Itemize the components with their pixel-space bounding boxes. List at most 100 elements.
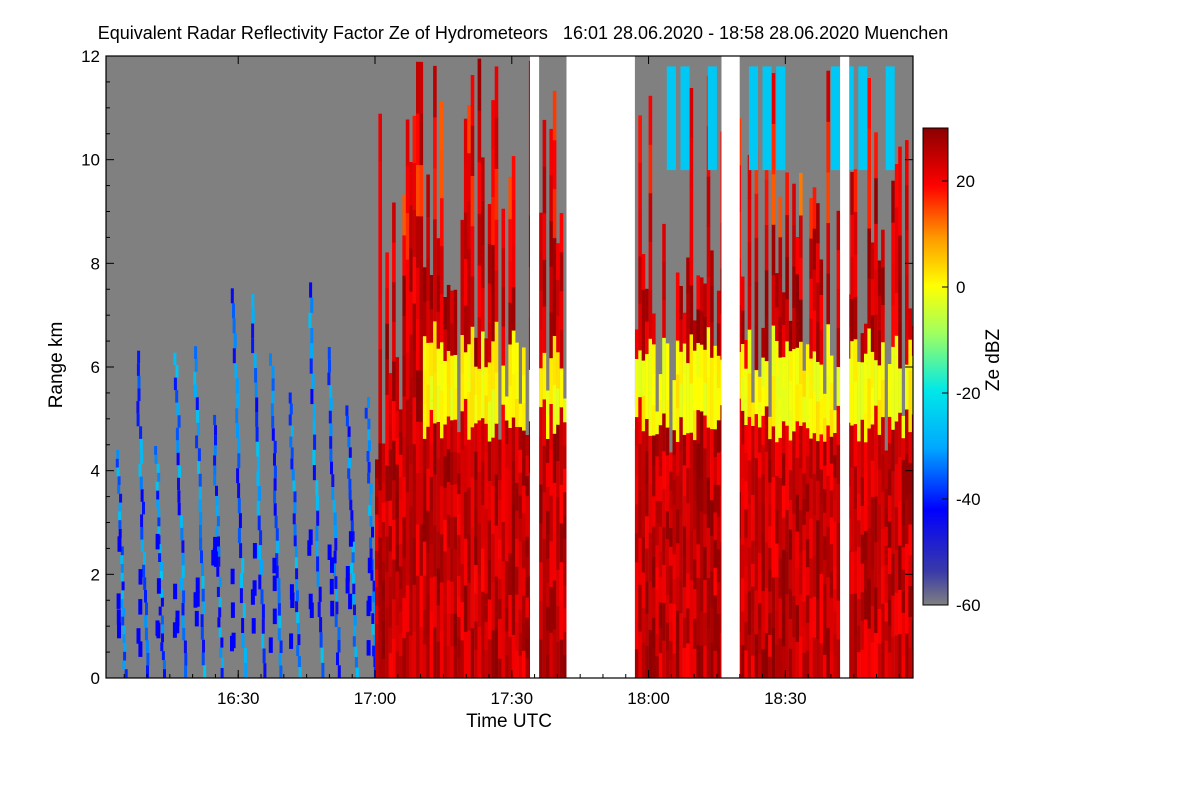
rain-echo-cell bbox=[809, 478, 813, 519]
rain-echo-cell bbox=[474, 592, 478, 622]
rain-echo-cell bbox=[648, 435, 653, 485]
weak-echo-cell bbox=[261, 604, 265, 619]
rain-echo-cell bbox=[457, 493, 461, 515]
rain-echo-cell bbox=[460, 449, 465, 488]
rain-echo-cell bbox=[484, 479, 488, 509]
rain-echo-cell bbox=[905, 498, 909, 544]
weak-echo-cell bbox=[118, 502, 122, 512]
rain-echo-cell bbox=[648, 629, 653, 678]
rain-echo-cell bbox=[556, 496, 560, 534]
rain-echo-cell bbox=[850, 425, 854, 468]
rain-echo-cell bbox=[768, 634, 772, 657]
rain-echo-cell bbox=[652, 465, 656, 497]
rain-echo-cell bbox=[402, 476, 406, 518]
rain-echo-cell bbox=[518, 518, 523, 542]
rain-echo-cell bbox=[457, 616, 461, 638]
weak-echo-cell bbox=[120, 546, 124, 556]
rain-echo-cell bbox=[857, 625, 861, 653]
rain-echo-cell bbox=[894, 249, 899, 293]
weak-echo-cell bbox=[269, 353, 272, 366]
rain-echo-cell bbox=[645, 515, 649, 549]
weak-echo-cell bbox=[138, 569, 143, 585]
rain-echo-cell bbox=[812, 473, 817, 515]
rain-echo-cell bbox=[829, 490, 834, 518]
rain-echo-cell bbox=[751, 448, 755, 472]
rain-echo-cell bbox=[498, 638, 502, 659]
rain-echo-cell bbox=[713, 539, 718, 568]
weak-echo-cell bbox=[115, 458, 119, 468]
rain-echo-cell bbox=[747, 503, 752, 548]
rain-echo-cell bbox=[710, 642, 714, 678]
rain-echo-cell bbox=[812, 555, 817, 597]
rain-echo-cell bbox=[781, 613, 786, 647]
weak-echo-cell bbox=[199, 512, 203, 525]
rain-echo-cell bbox=[426, 594, 430, 637]
rain-echo-cell bbox=[788, 380, 793, 411]
rain-echo-cell bbox=[378, 536, 382, 585]
rain-echo-cell bbox=[713, 456, 718, 485]
rain-echo-cell bbox=[761, 327, 765, 358]
weak-echo-cell bbox=[315, 525, 319, 541]
weak-echo-cell bbox=[353, 604, 356, 616]
rain-echo-cell bbox=[484, 564, 488, 594]
rain-echo-cell bbox=[867, 428, 871, 479]
rain-echo-cell bbox=[525, 495, 530, 517]
weak-echo-cell bbox=[140, 514, 144, 527]
rain-echo-cell bbox=[426, 384, 430, 427]
rain-echo-cell bbox=[812, 432, 817, 475]
rain-echo-cell bbox=[655, 478, 659, 501]
rain-echo-cell bbox=[395, 597, 400, 625]
rain-echo-cell bbox=[781, 517, 786, 550]
weak-echo-cell bbox=[273, 453, 276, 466]
rain-echo-cell bbox=[792, 595, 796, 638]
rain-echo-cell bbox=[908, 339, 912, 371]
rain-echo-cell bbox=[747, 460, 752, 505]
rain-echo-cell bbox=[494, 423, 499, 475]
rain-echo-cell bbox=[426, 174, 430, 217]
rain-echo-cell bbox=[634, 532, 639, 563]
rain-echo-cell bbox=[429, 543, 434, 578]
rain-echo-cell bbox=[552, 90, 557, 141]
rain-echo-cell bbox=[751, 632, 755, 656]
rain-echo-cell bbox=[463, 538, 468, 586]
rain-echo-cell bbox=[405, 398, 410, 446]
weak-echo-cell bbox=[215, 495, 219, 506]
rain-echo-cell bbox=[378, 113, 382, 162]
rain-echo-cell bbox=[669, 471, 673, 491]
rain-echo-cell bbox=[703, 612, 707, 646]
rain-echo-cell bbox=[549, 586, 553, 633]
rain-echo-cell bbox=[422, 404, 427, 439]
rain-echo-cell bbox=[826, 374, 830, 426]
rain-echo-cell bbox=[450, 387, 454, 421]
rain-echo-cell bbox=[375, 641, 379, 661]
rain-echo-cell bbox=[665, 454, 670, 484]
rain-echo-cell bbox=[823, 654, 827, 678]
weak-echo-cell bbox=[136, 401, 140, 414]
weak-echo-cell bbox=[146, 652, 150, 666]
rain-echo-cell bbox=[805, 566, 810, 596]
rain-echo-cell bbox=[549, 311, 553, 359]
rain-echo-cell bbox=[419, 318, 424, 371]
weak-echo-cell bbox=[349, 499, 353, 511]
rain-echo-cell bbox=[716, 323, 721, 356]
weak-echo-cell bbox=[335, 588, 339, 602]
rain-echo-cell bbox=[556, 460, 560, 498]
rain-echo-cell bbox=[398, 633, 403, 657]
weak-echo-cell bbox=[293, 535, 297, 547]
rain-echo-cell bbox=[436, 421, 441, 459]
weak-echo-cell bbox=[175, 390, 179, 403]
weak-echo-cell bbox=[347, 426, 351, 437]
rain-echo-cell bbox=[901, 590, 906, 613]
rain-echo-cell bbox=[563, 468, 567, 493]
rain-echo-cell bbox=[511, 286, 516, 331]
weak-echo-cell bbox=[290, 425, 294, 437]
rain-echo-cell bbox=[689, 88, 694, 138]
rain-echo-cell bbox=[740, 577, 745, 612]
rain-echo-cell bbox=[405, 538, 410, 586]
rain-echo-cell bbox=[416, 113, 420, 165]
rain-echo-cell bbox=[877, 260, 882, 296]
rain-echo-cell bbox=[433, 116, 437, 169]
rain-echo-cell bbox=[819, 608, 824, 644]
rain-echo-cell bbox=[829, 543, 834, 572]
rain-echo-cell bbox=[515, 482, 519, 511]
